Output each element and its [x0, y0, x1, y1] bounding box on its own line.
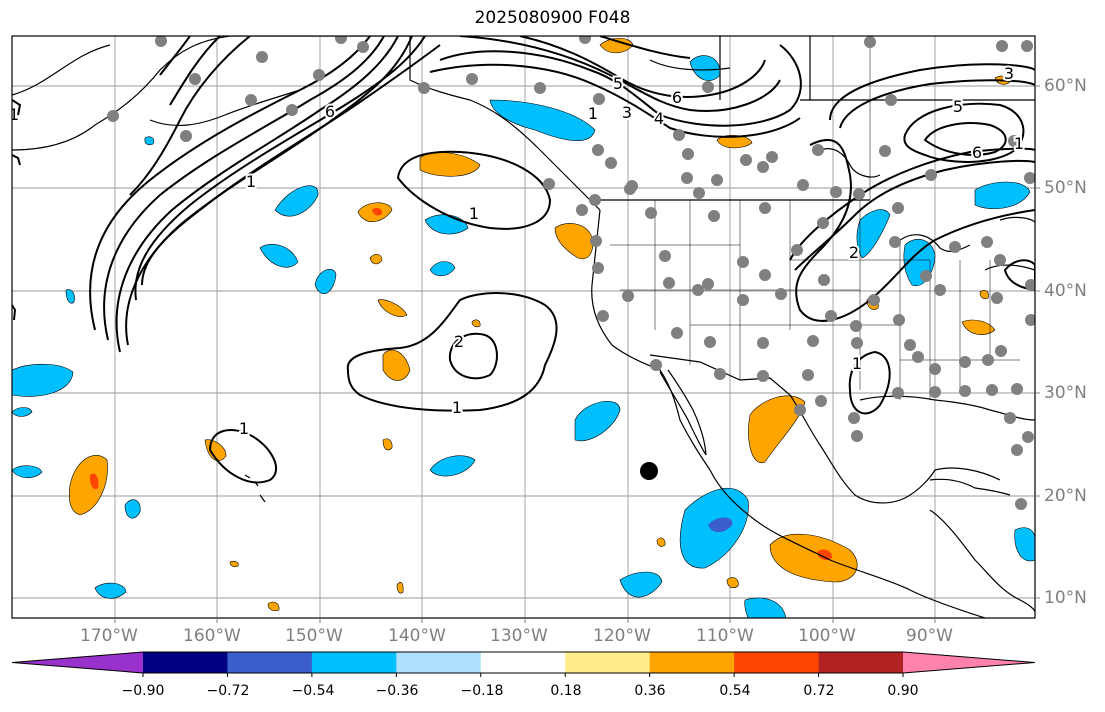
- contour-label-group: 1 6 1 5 3 4 6 1 2 1 1 1 2 5 6 3 1 1: [9, 62, 1026, 440]
- colorbar-segment: [480, 652, 566, 673]
- station-markers: [107, 36, 1035, 510]
- colorbar: [11, 651, 1036, 677]
- lat-label: 50°N: [1044, 178, 1087, 198]
- gridlines: [12, 36, 1035, 618]
- strong-positive-patches: [89, 207, 833, 560]
- contour-label: 3: [622, 103, 632, 122]
- contour-label: 1: [469, 204, 479, 223]
- lat-label: 20°N: [1044, 486, 1087, 506]
- lon-label: 170°W: [80, 626, 138, 646]
- map-title: 2025080900 F048: [474, 8, 631, 28]
- axis-ticks: [114, 85, 1040, 623]
- colorbar-segment: [734, 652, 820, 673]
- lon-label: 140°W: [388, 626, 446, 646]
- colorbar-segment: [12, 652, 143, 673]
- colorbar-tick-label: 0.90: [887, 683, 919, 699]
- colorbar-tick-label: −0.72: [206, 683, 250, 699]
- colorbar-tick-label: −0.54: [291, 683, 335, 699]
- colorbar-tick-label: 0.18: [550, 683, 582, 699]
- colorbar-segment: [818, 652, 904, 673]
- negative-anomaly-patches: [12, 55, 1035, 618]
- contour-label: 2: [454, 332, 464, 351]
- contour-label: 6: [325, 102, 335, 121]
- lat-label: 60°N: [1044, 76, 1087, 96]
- colorbar-segment: [565, 652, 651, 673]
- lon-label: 120°W: [593, 626, 651, 646]
- lon-label: 90°W: [906, 626, 953, 646]
- contour-label: 1: [246, 172, 256, 191]
- colorbar-segment: [143, 652, 228, 673]
- lon-label: 100°W: [798, 626, 856, 646]
- contour-label: 3: [1004, 64, 1014, 83]
- contour-label: 1: [852, 354, 862, 373]
- colorbar-segment: [396, 652, 482, 673]
- lon-label: 130°W: [490, 626, 548, 646]
- lat-label: 10°N: [1044, 588, 1087, 608]
- lon-label: 160°W: [183, 626, 241, 646]
- contour-lines: [12, 36, 1035, 484]
- storm-center-marker: [640, 462, 658, 480]
- contour-label: 2: [849, 243, 859, 262]
- lon-label: 150°W: [285, 626, 343, 646]
- colorbar-segment: [311, 652, 397, 673]
- strong-negative-patch: [708, 517, 733, 533]
- lat-label: 30°N: [1044, 383, 1087, 403]
- map-frame: [11, 35, 1036, 619]
- contour-label: 1: [1014, 134, 1024, 153]
- colorbar-tick-label: 0.54: [719, 683, 751, 699]
- contour-label: 1: [9, 105, 19, 124]
- contour-label: 1: [588, 104, 598, 123]
- contour-label: 6: [972, 143, 982, 162]
- lat-label: 40°N: [1044, 281, 1087, 301]
- contour-label: 4: [654, 109, 664, 128]
- colorbar-tick-label: −0.36: [375, 683, 419, 699]
- colorbar-tick-label: 0.72: [803, 683, 835, 699]
- contour-label: 5: [953, 97, 963, 116]
- colorbar-segment: [649, 652, 735, 673]
- contour-label: 6: [672, 88, 682, 107]
- colorbar-tick-label: −0.90: [121, 683, 165, 699]
- contour-label: 1: [239, 419, 249, 438]
- colorbar-segment: [227, 652, 313, 673]
- lon-label: 110°W: [696, 626, 754, 646]
- contour-label: 1: [452, 398, 462, 417]
- contour-label: 5: [613, 74, 623, 93]
- colorbar-segment: [903, 652, 1035, 673]
- colorbar-tick-label: −0.18: [460, 683, 504, 699]
- colorbar-tick-label: 0.36: [634, 683, 666, 699]
